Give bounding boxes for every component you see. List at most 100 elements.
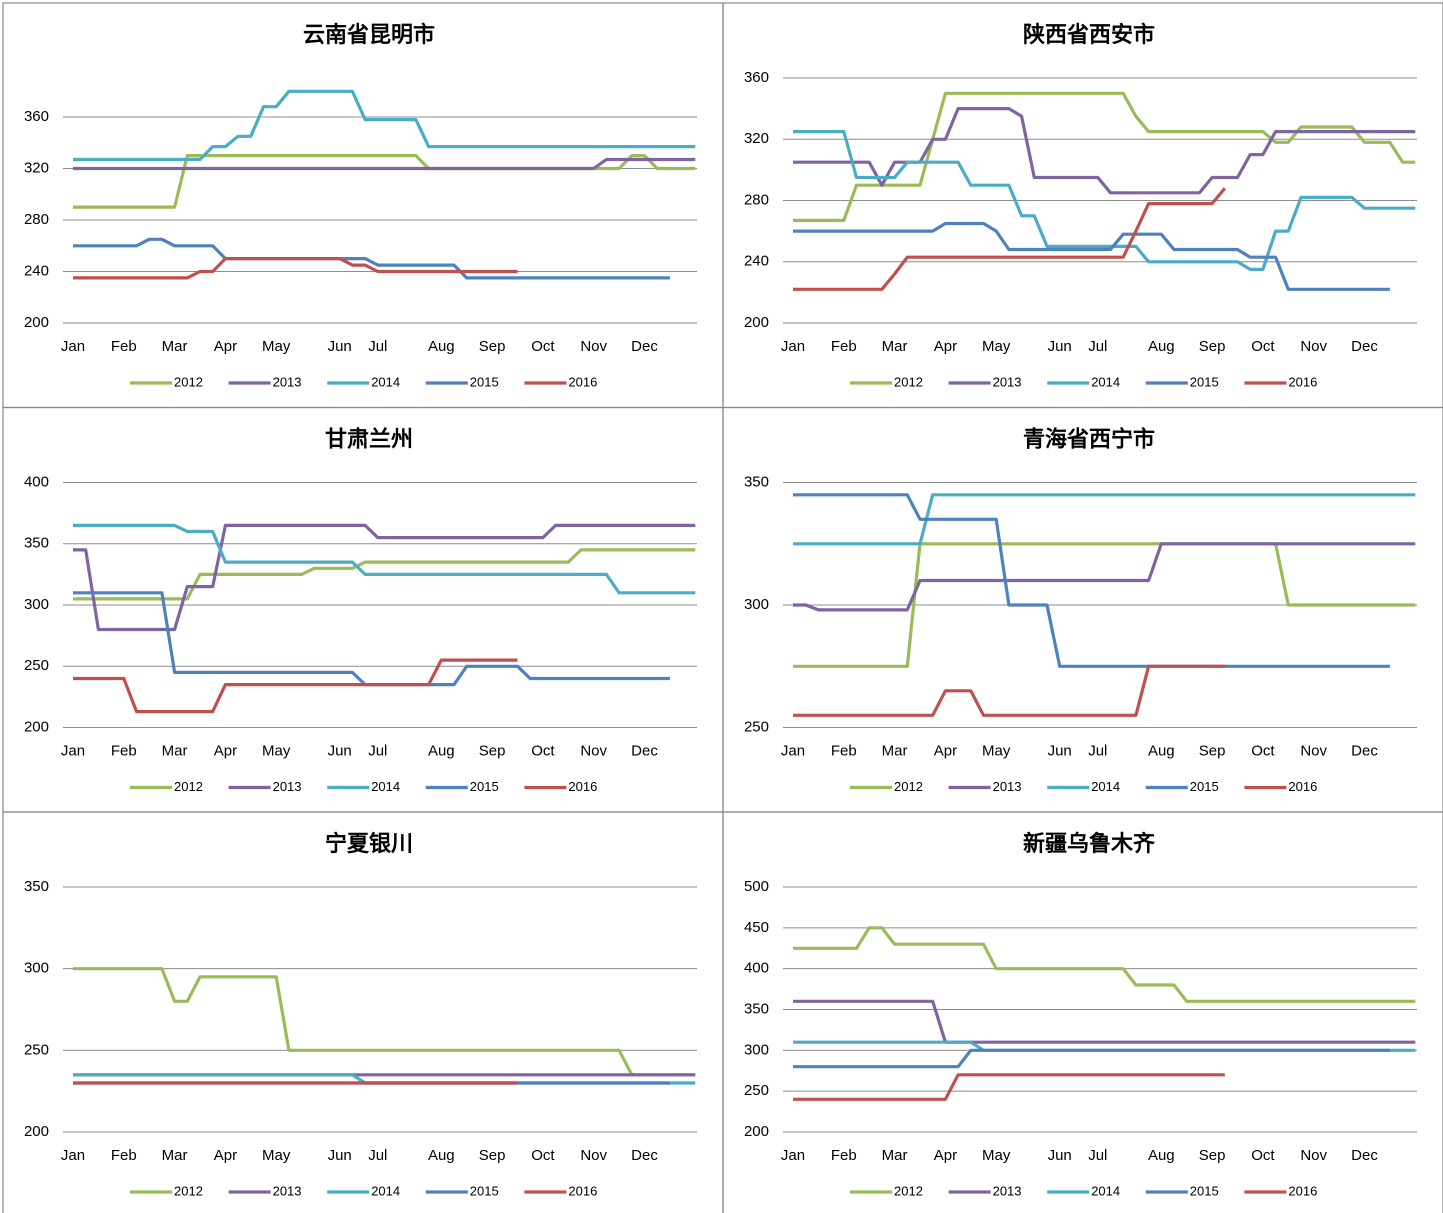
legend-label: 2016 (568, 374, 597, 389)
x-tick-label: Mar (162, 742, 188, 759)
legend-label: 2013 (993, 374, 1022, 389)
chart-title: 云南省昆明市 (303, 22, 435, 47)
x-tick-label: Apr (934, 338, 957, 355)
series-line (73, 658, 518, 714)
x-tick-label: Jan (781, 742, 805, 759)
x-tick-label: Feb (831, 742, 857, 759)
series-line (793, 542, 1416, 612)
legend-label: 2012 (894, 374, 923, 389)
x-tick-label: Nov (1300, 1147, 1327, 1164)
x-tick-label: Oct (1251, 1147, 1275, 1164)
x-tick-label: Jun (1048, 1147, 1072, 1164)
series-line (793, 926, 1416, 1003)
series-line (793, 542, 1416, 668)
chart-title: 新疆乌鲁木齐 (1023, 831, 1156, 856)
series-line (793, 493, 1390, 668)
legend-label: 2012 (174, 779, 203, 794)
y-tick-label: 300 (24, 596, 49, 613)
series-line (73, 548, 696, 601)
x-tick-label: Jan (781, 1147, 805, 1164)
series-line (793, 1073, 1225, 1101)
x-tick-label: Aug (1148, 338, 1175, 355)
y-tick-label: 400 (744, 960, 769, 977)
x-tick-label: Mar (162, 1147, 188, 1164)
x-tick-label: Nov (580, 338, 607, 355)
x-tick-label: May (982, 338, 1011, 355)
x-tick-label: Sep (479, 338, 506, 355)
y-tick-label: 250 (744, 718, 769, 735)
x-tick-label: Apr (934, 1147, 957, 1164)
y-tick-label: 200 (744, 314, 769, 331)
y-tick-label: 360 (24, 108, 49, 125)
y-tick-label: 300 (744, 1041, 769, 1058)
x-tick-label: May (982, 1147, 1011, 1164)
y-tick-label: 350 (744, 473, 769, 490)
legend-label: 2013 (273, 374, 302, 389)
series-line (73, 157, 696, 171)
x-tick-label: Feb (111, 338, 137, 355)
y-tick-label: 360 (744, 69, 769, 86)
legend-label: 2016 (568, 1183, 597, 1198)
legend-label: 2012 (894, 779, 923, 794)
y-tick-label: 350 (744, 1000, 769, 1017)
panel-border (722, 811, 1443, 1213)
legend-label: 2012 (174, 1183, 203, 1198)
y-tick-label: 240 (744, 253, 769, 270)
x-tick-label: Aug (1148, 1147, 1175, 1164)
legend-label: 2012 (174, 374, 203, 389)
series-line (73, 591, 670, 687)
y-tick-label: 200 (24, 718, 49, 735)
x-tick-label: Apr (214, 742, 237, 759)
y-tick-label: 280 (24, 211, 49, 228)
x-tick-label: Apr (214, 1147, 237, 1164)
series-line (793, 221, 1390, 291)
x-tick-label: Dec (1351, 338, 1378, 355)
series-line (73, 257, 518, 280)
legend-label: 2016 (568, 779, 597, 794)
legend-label: 2012 (894, 1183, 923, 1198)
legend-label: 2016 (1288, 1183, 1317, 1198)
x-tick-label: Nov (580, 742, 607, 759)
x-tick-label: Jul (368, 742, 387, 759)
x-tick-label: Aug (428, 1147, 455, 1164)
y-tick-label: 320 (744, 130, 769, 147)
y-tick-label: 300 (24, 960, 49, 977)
legend-label: 2015 (1190, 779, 1219, 794)
x-tick-label: Jul (1088, 742, 1107, 759)
x-tick-label: Apr (214, 338, 237, 355)
x-tick-label: Jan (61, 338, 85, 355)
x-tick-label: Jun (1048, 338, 1072, 355)
legend-label: 2013 (993, 779, 1022, 794)
x-tick-label: May (982, 742, 1011, 759)
x-tick-label: Oct (531, 338, 555, 355)
x-tick-label: Aug (428, 742, 455, 759)
x-tick-label: Sep (1199, 1147, 1226, 1164)
x-tick-label: Nov (580, 1147, 607, 1164)
x-tick-label: Sep (479, 742, 506, 759)
x-tick-label: Mar (162, 338, 188, 355)
x-tick-label: Nov (1300, 338, 1327, 355)
legend-label: 2015 (470, 1183, 499, 1198)
chart-title: 甘肃兰州 (325, 427, 413, 452)
legend-label: 2014 (1091, 779, 1120, 794)
y-tick-label: 450 (744, 919, 769, 936)
x-tick-label: Sep (1199, 742, 1226, 759)
series-line (793, 107, 1416, 195)
x-tick-label: Dec (1351, 1147, 1378, 1164)
x-tick-label: Feb (111, 742, 137, 759)
x-tick-label: Oct (531, 742, 555, 759)
legend-label: 2014 (371, 374, 400, 389)
chart-title: 青海省西宁市 (1023, 427, 1155, 452)
series-line (793, 187, 1227, 291)
series-line (793, 130, 1416, 271)
y-tick-label: 350 (24, 535, 49, 552)
x-tick-label: Jun (328, 1147, 352, 1164)
x-tick-label: Apr (934, 742, 957, 759)
y-tick-label: 200 (24, 1123, 49, 1140)
y-tick-label: 200 (24, 314, 49, 331)
x-tick-label: Jun (328, 742, 352, 759)
series-line (793, 91, 1416, 222)
x-tick-label: Sep (479, 1147, 506, 1164)
legend-label: 2014 (371, 779, 400, 794)
